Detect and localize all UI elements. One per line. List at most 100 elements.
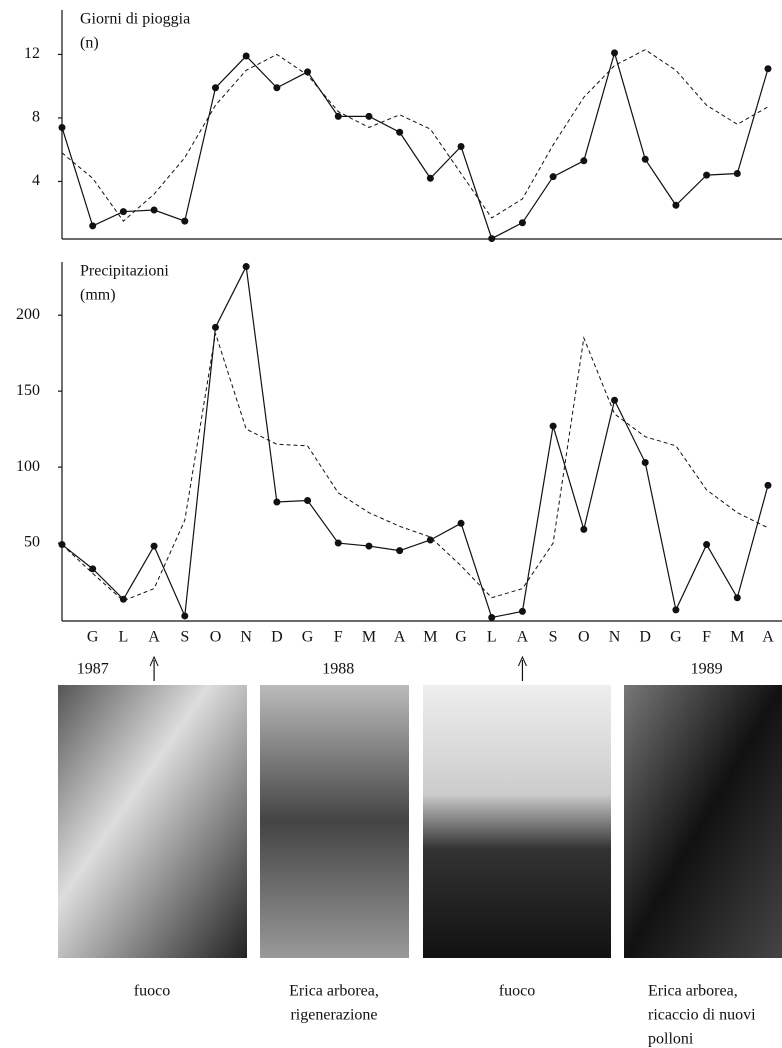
data-point xyxy=(488,613,496,621)
data-point xyxy=(518,219,526,227)
data-point xyxy=(580,157,588,165)
photo-caption: polloni xyxy=(648,1031,694,1048)
x-tick-label: O xyxy=(210,629,222,646)
x-tick-label: S xyxy=(549,629,558,646)
event-arrow-head xyxy=(149,655,159,667)
data-point xyxy=(119,208,127,216)
data-point xyxy=(273,84,281,92)
data-point xyxy=(365,542,373,550)
data-point xyxy=(764,481,772,489)
x-tick-label: F xyxy=(334,629,343,646)
x-tick-label: L xyxy=(487,629,497,646)
data-point xyxy=(580,525,588,533)
data-point xyxy=(396,128,404,136)
data-point xyxy=(549,173,557,181)
y-tick-label: 150 xyxy=(16,382,40,399)
axis-title: (n) xyxy=(80,35,99,52)
y-tick-label: 50 xyxy=(24,534,40,551)
x-tick-label: A xyxy=(762,629,774,646)
x-tick-label: A xyxy=(148,629,160,646)
event-arrow-head xyxy=(517,655,527,667)
data-point xyxy=(426,536,434,544)
data-point xyxy=(242,263,250,271)
data-point xyxy=(672,606,680,614)
photo-caption: Erica arborea, xyxy=(289,983,379,1000)
year-label: 1989 xyxy=(691,661,723,678)
x-tick-label: G xyxy=(87,629,99,646)
data-point xyxy=(211,323,219,331)
data-point xyxy=(334,539,342,547)
data-point xyxy=(119,595,127,603)
data-point xyxy=(273,498,281,506)
data-point xyxy=(733,594,741,602)
x-tick-label: O xyxy=(578,629,590,646)
x-tick-label: F xyxy=(702,629,711,646)
data-line xyxy=(61,333,769,602)
data-point xyxy=(304,68,312,76)
data-point xyxy=(764,65,772,73)
y-tick-label: 4 xyxy=(32,172,40,189)
x-tick-label: G xyxy=(455,629,467,646)
data-point xyxy=(334,112,342,120)
x-tick-label: G xyxy=(670,629,682,646)
axis-title: (mm) xyxy=(80,287,116,304)
data-point xyxy=(641,155,649,163)
x-tick-label: D xyxy=(271,629,283,646)
data-point xyxy=(211,84,219,92)
x-tick-label: N xyxy=(240,629,252,646)
data-point xyxy=(181,612,189,620)
x-tick-label: G xyxy=(302,629,314,646)
data-point xyxy=(733,170,741,178)
data-point xyxy=(58,123,66,131)
x-tick-label: A xyxy=(394,629,406,646)
y-tick-label: 100 xyxy=(16,458,40,475)
axis-title: Giorni di pioggia xyxy=(80,11,190,28)
x-tick-label: M xyxy=(730,629,744,646)
x-tick-label: M xyxy=(423,629,437,646)
data-point xyxy=(549,422,557,430)
data-point xyxy=(150,206,158,214)
data-point xyxy=(426,174,434,182)
photo xyxy=(58,685,247,958)
data-point xyxy=(703,171,711,179)
x-tick-label: M xyxy=(362,629,376,646)
data-point xyxy=(89,565,97,573)
photo-caption: Erica arborea, xyxy=(648,983,738,1000)
data-point xyxy=(611,396,619,404)
data-point xyxy=(150,542,158,550)
y-tick-label: 12 xyxy=(24,45,40,62)
year-label: 1988 xyxy=(322,661,354,678)
photo-caption: fuoco xyxy=(134,983,170,1000)
photo xyxy=(423,685,611,958)
photos xyxy=(58,685,782,958)
data-point xyxy=(457,143,465,151)
data-line xyxy=(61,50,769,240)
photo-caption: ricaccio di nuovi xyxy=(648,1007,756,1024)
data-point xyxy=(396,547,404,555)
x-tick-label: L xyxy=(119,629,129,646)
x-tick-label: D xyxy=(639,629,651,646)
photo-caption: rigenerazione xyxy=(290,1007,377,1024)
x-tick-label: N xyxy=(609,629,621,646)
data-point xyxy=(242,52,250,60)
data-point xyxy=(518,607,526,615)
data-point xyxy=(304,497,312,505)
data-point xyxy=(611,49,619,57)
photo xyxy=(624,685,782,958)
axis-title: Precipitazioni xyxy=(80,263,169,280)
y-tick-label: 200 xyxy=(16,306,40,323)
data-point xyxy=(365,112,373,120)
data-line xyxy=(61,264,769,619)
data-point xyxy=(181,217,189,225)
data-point xyxy=(89,222,97,230)
data-point xyxy=(703,541,711,549)
data-point xyxy=(672,201,680,209)
photo-caption: fuoco xyxy=(499,983,535,1000)
x-tick-label: A xyxy=(517,629,529,646)
photo xyxy=(260,685,409,958)
data-point xyxy=(457,519,465,527)
y-tick-label: 8 xyxy=(32,109,40,126)
data-point xyxy=(641,459,649,467)
data-line xyxy=(61,49,769,222)
